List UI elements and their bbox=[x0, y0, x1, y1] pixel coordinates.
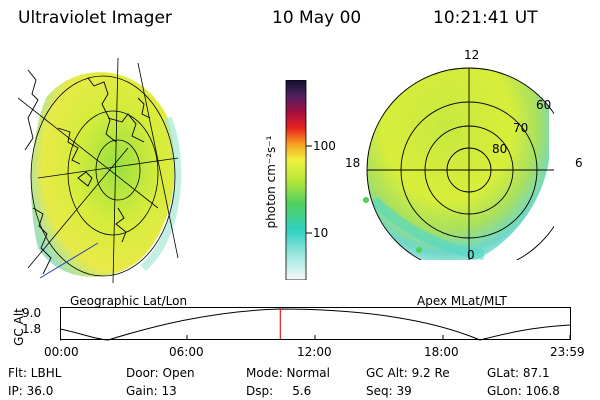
info-door: Door: Open bbox=[126, 366, 195, 380]
alt-y-low: 1.8 bbox=[22, 322, 42, 336]
x-tick-2359: 23:59 bbox=[550, 345, 585, 359]
info-glat: GLat: 87.1 bbox=[487, 366, 550, 380]
info-glon: GLon: 106.8 bbox=[487, 384, 560, 398]
mlt-6-label: 6 bbox=[575, 156, 583, 170]
x-tick-0000: 00:00 bbox=[44, 345, 79, 359]
mlt-18-label: 18 bbox=[345, 156, 361, 170]
apex-label: Apex MLat/MLT bbox=[417, 294, 507, 308]
x-tick-0600: 06:00 bbox=[169, 345, 204, 359]
geographic-image bbox=[18, 58, 182, 284]
mlat-70-label: 70 bbox=[513, 121, 529, 135]
mlat-60-label: 60 bbox=[536, 98, 552, 112]
info-ip: IP: 36.0 bbox=[8, 384, 54, 398]
info-seq: Seq: 39 bbox=[366, 384, 412, 398]
alt-y-high: 9.0 bbox=[22, 306, 42, 320]
info-dsp: Dsp: 5.6 bbox=[246, 384, 312, 398]
altitude-plot bbox=[60, 307, 571, 341]
info-gc-alt: GC Alt: 9.2 Re bbox=[366, 366, 450, 380]
time-label: 10:21:41 UT bbox=[433, 8, 538, 28]
colorbar bbox=[285, 80, 312, 280]
instrument-title: Ultraviolet Imager bbox=[18, 8, 172, 28]
info-gain: Gain: 13 bbox=[126, 384, 177, 398]
mlat-80-label: 80 bbox=[492, 142, 508, 156]
info-mode: Mode: Normal bbox=[246, 366, 330, 380]
geographic-label: Geographic Lat/Lon bbox=[70, 294, 188, 308]
date-label: 10 May 00 bbox=[272, 8, 362, 28]
apex-polar-plot bbox=[363, 67, 554, 260]
colorbar-unit-label: photon cm⁻²s⁻¹ bbox=[264, 135, 278, 229]
colorbar-tick-100: 100 bbox=[313, 139, 336, 153]
x-tick-1800: 18:00 bbox=[424, 345, 459, 359]
x-tick-1200: 12:00 bbox=[297, 345, 332, 359]
info-flt: Flt: LBHL bbox=[8, 366, 62, 380]
mlt-0-label: 0 bbox=[467, 248, 475, 262]
mlt-12-label: 12 bbox=[464, 48, 480, 62]
colorbar-tick-10: 10 bbox=[313, 226, 329, 240]
